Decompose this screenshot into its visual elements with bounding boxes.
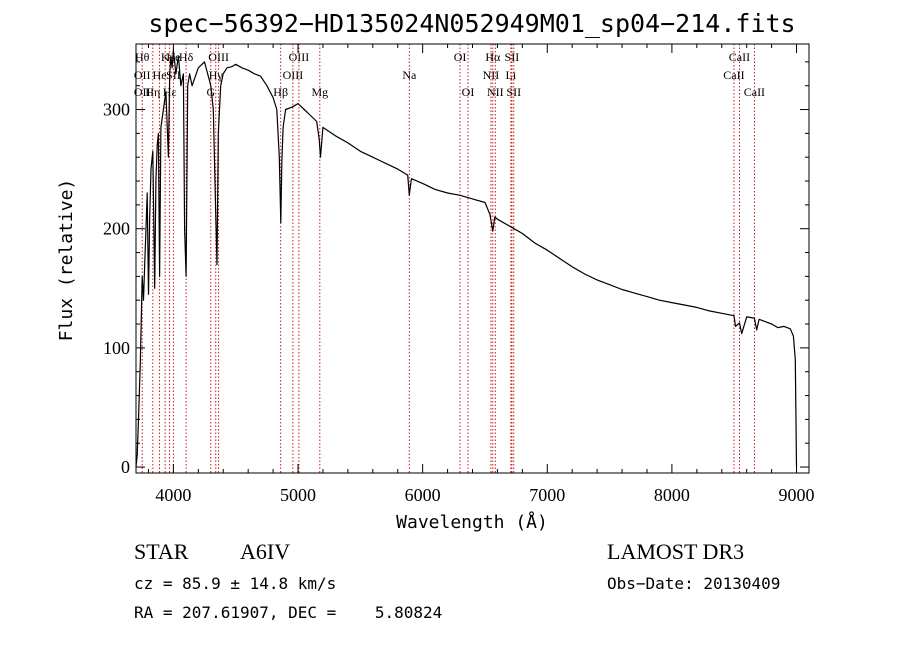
x-tick-label: 9000 — [779, 485, 815, 505]
x-axis-label: Wavelength (Å) — [396, 511, 548, 533]
line-labels: HθOIIOIIHηHeKHεHeSIIHδGHγOIIIHβOIIIOIIIM… — [134, 50, 765, 99]
line-label: NII — [487, 85, 504, 99]
line-label: K — [161, 50, 170, 64]
line-label: He — [153, 68, 167, 82]
line-label: SII — [506, 85, 521, 99]
y-axis-label: Flux (relative) — [56, 179, 77, 342]
obs-date: Obs−Date: 20130409 — [607, 574, 780, 593]
line-label: SII — [166, 68, 181, 82]
y-tick-label: 100 — [103, 338, 130, 358]
plot-frame — [135, 43, 810, 474]
line-label: Hθ — [135, 50, 150, 64]
line-label: Hδ — [179, 50, 194, 64]
x-tick-label: 4000 — [155, 485, 191, 505]
line-label: OII — [134, 68, 151, 82]
y-tick-label: 300 — [103, 100, 130, 120]
x-tick-label: 8000 — [654, 485, 690, 505]
y-tick-label: 0 — [121, 457, 130, 477]
line-markers — [141, 44, 755, 473]
line-label: NII — [483, 68, 500, 82]
line-label: OII — [134, 85, 151, 99]
chart-title: spec−56392−HD135024N052949M01_sp04−214.f… — [148, 9, 795, 38]
spectrum-line — [135, 49, 798, 468]
x-tick-label: 5000 — [280, 485, 316, 505]
x-axis-ticks: 4000 5000 6000 7000 8000 9000 — [147, 44, 815, 505]
line-label: Hγ — [209, 68, 224, 82]
line-label: CaII — [744, 85, 765, 99]
line-label: Hη — [145, 85, 160, 99]
line-label: OIII — [283, 68, 304, 82]
object-subclass: A6IV — [240, 539, 290, 564]
line-label: Mg — [311, 85, 328, 99]
x-tick-label: 7000 — [529, 485, 565, 505]
y-axis-ticks: 0 100 200 300 — [103, 61, 809, 477]
line-label: OI — [454, 50, 467, 64]
x-tick-label: 6000 — [405, 485, 441, 505]
line-label: CaII — [729, 50, 750, 64]
line-label: Li — [506, 68, 517, 82]
line-label: Hα — [485, 50, 501, 64]
ra-dec: RA = 207.61907, DEC = 5.80824 — [134, 603, 442, 622]
line-label: Hβ — [273, 85, 288, 99]
line-label: OIII — [208, 50, 229, 64]
line-label: Na — [402, 68, 417, 82]
line-label: CaII — [723, 68, 744, 82]
line-label: OIII — [289, 50, 310, 64]
redshift-cz: cz = 85.9 ± 14.8 km/s — [134, 574, 336, 593]
line-label: OI — [462, 85, 475, 99]
y-tick-label: 200 — [103, 219, 130, 239]
survey-name: LAMOST DR3 — [607, 539, 744, 564]
object-class: STAR — [134, 539, 189, 564]
line-label: SII — [505, 50, 520, 64]
